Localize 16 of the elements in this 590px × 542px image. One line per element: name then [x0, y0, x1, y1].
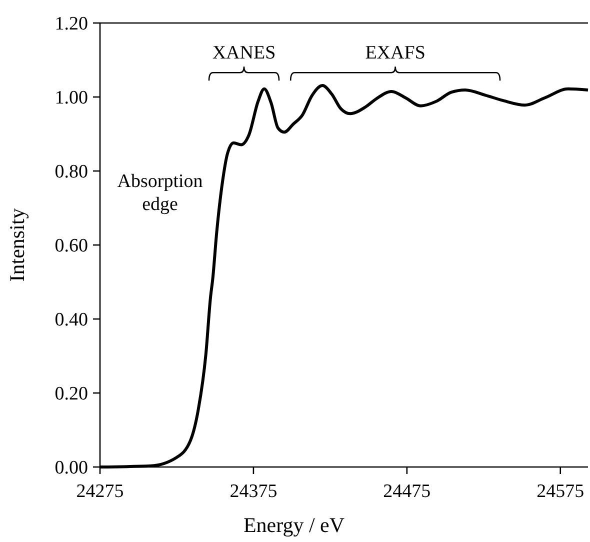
x-tick-label: 24275 — [76, 481, 124, 502]
y-tick-label: 0.40 — [54, 310, 88, 331]
x-axis-title: Energy / eV — [243, 513, 345, 537]
y-tick-label: 0.80 — [54, 162, 88, 183]
y-tick-label: 0.20 — [54, 384, 88, 405]
y-tick-label: 1.00 — [54, 88, 88, 109]
x-tick-label: 24375 — [230, 481, 278, 502]
y-axis-title: Intensity — [5, 208, 29, 282]
annotation: XANES — [212, 42, 276, 64]
y-tick-label: 0.60 — [54, 236, 88, 257]
y-tick-label: 0.00 — [54, 458, 88, 479]
annotation: Absorption edge — [117, 171, 204, 215]
y-tick-label: 1.20 — [54, 14, 88, 35]
x-tick-label: 24575 — [536, 481, 584, 502]
x-tick-label: 24475 — [383, 481, 431, 502]
annotation: EXAFS — [365, 42, 426, 64]
